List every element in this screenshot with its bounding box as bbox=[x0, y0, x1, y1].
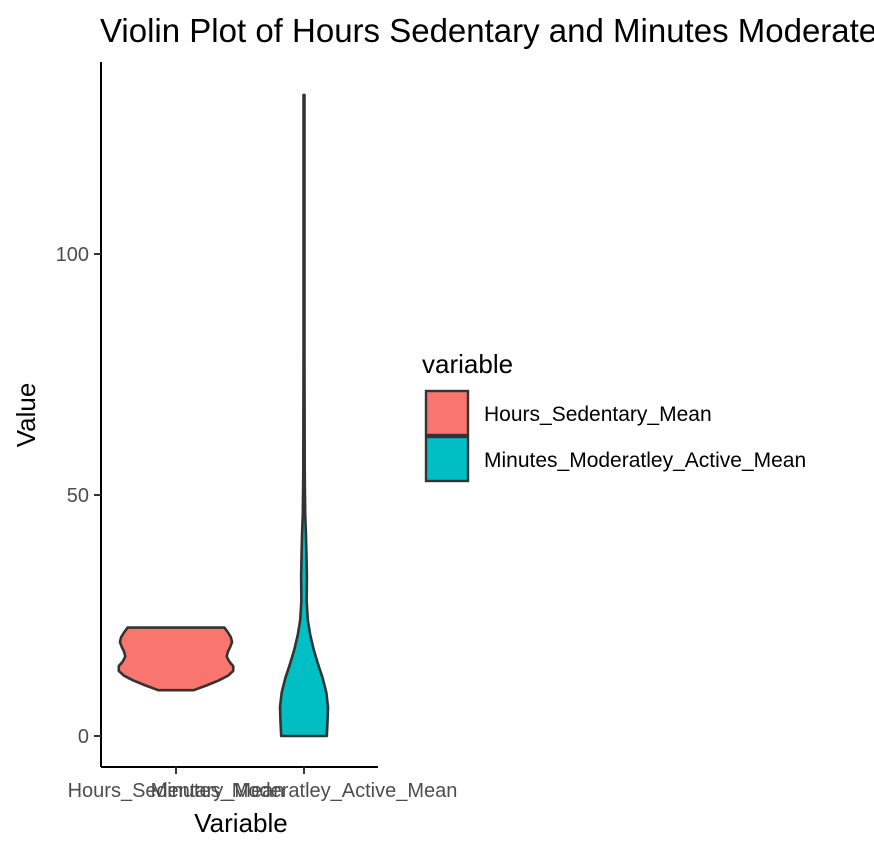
chart-title: Violin Plot of Hours Sedentary and Minut… bbox=[100, 12, 874, 49]
violin-2 bbox=[278, 93, 330, 738]
legend: variable Hours_Sedentary_Mean Minutes_Mod… bbox=[422, 349, 806, 483]
legend-label-1: Hours_Sedentary_Mean bbox=[484, 403, 712, 426]
y-ticks: 0 50 100 bbox=[56, 244, 101, 748]
x-ticks: Hours_Sedentary_MeanMinutes_Moderatley_A… bbox=[68, 767, 458, 802]
y-tick-label: 0 bbox=[78, 726, 89, 748]
x-tick-label: Hours_Sedentary_Mean bbox=[68, 780, 285, 802]
x-axis-title: Variable bbox=[194, 808, 287, 838]
violin-group bbox=[117, 93, 330, 738]
violin-1 bbox=[117, 626, 235, 692]
legend-key-1 bbox=[424, 389, 470, 437]
y-tick-label: 50 bbox=[67, 485, 89, 507]
legend-label-2: Minutes_Moderatley_Active_Mean bbox=[484, 449, 806, 472]
legend-title: variable bbox=[422, 349, 513, 379]
y-tick-label: 100 bbox=[56, 244, 89, 266]
legend-key-2 bbox=[424, 435, 470, 483]
x-tick-label: Minutes_Moderatley_Active_Mean bbox=[151, 780, 458, 802]
y-axis-title: Value bbox=[11, 383, 41, 448]
